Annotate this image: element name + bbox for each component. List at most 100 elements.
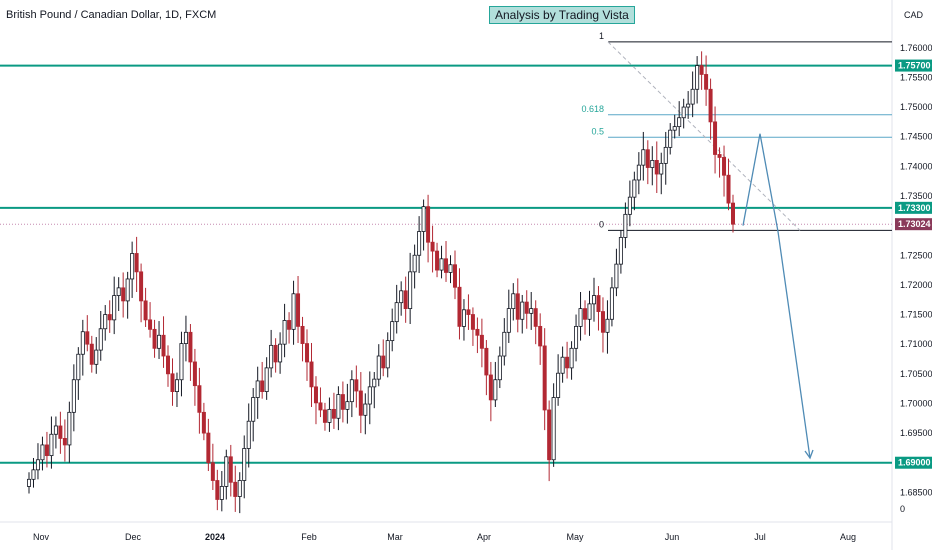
candle-body bbox=[179, 343, 184, 381]
y-tick-label: 1.72500 bbox=[900, 250, 932, 260]
candle-body bbox=[547, 409, 552, 461]
last-price-badge bbox=[895, 218, 932, 231]
candle-body bbox=[237, 480, 242, 497]
candle-body bbox=[399, 290, 404, 304]
currency-label[interactable]: CAD bbox=[904, 10, 924, 20]
candle-body bbox=[708, 88, 713, 123]
candle-body bbox=[242, 448, 247, 481]
candle-body bbox=[148, 319, 153, 330]
candle-body bbox=[533, 308, 538, 327]
candle-body bbox=[58, 425, 63, 439]
level-price-label: 1.75700 bbox=[898, 61, 931, 71]
fib-level-label: 0.618 bbox=[581, 104, 604, 114]
candle-body bbox=[103, 314, 108, 330]
level-price-badge bbox=[895, 456, 932, 469]
candle-body bbox=[264, 367, 269, 392]
candle-body bbox=[134, 253, 139, 273]
y-tick-label: 1.70000 bbox=[900, 398, 932, 408]
candle-body bbox=[322, 409, 327, 423]
candle-body bbox=[426, 206, 431, 243]
candle-body bbox=[659, 162, 664, 175]
candle-body bbox=[296, 293, 301, 327]
level-price-label: 1.73300 bbox=[898, 203, 931, 213]
x-tick-label: May bbox=[566, 532, 584, 542]
x-tick-label: Mar bbox=[387, 532, 403, 542]
candle-body bbox=[569, 347, 574, 369]
candle-body bbox=[44, 444, 49, 457]
candle-body bbox=[686, 103, 691, 108]
y-tick-label: 1.74000 bbox=[900, 161, 932, 171]
candle-body bbox=[690, 88, 695, 105]
candle-body bbox=[62, 438, 67, 446]
candle-body bbox=[116, 287, 121, 296]
candle-body bbox=[560, 356, 565, 374]
candle-body bbox=[121, 287, 126, 302]
candle-body bbox=[35, 459, 40, 471]
candle-body bbox=[726, 174, 731, 204]
candle-body bbox=[542, 345, 547, 411]
candle-body bbox=[53, 425, 58, 435]
candle-body bbox=[76, 353, 81, 381]
candle-body bbox=[699, 65, 704, 75]
candle-body bbox=[591, 295, 596, 305]
candle-body bbox=[506, 308, 511, 333]
candle-body bbox=[192, 361, 197, 387]
x-tick-label: Feb bbox=[301, 532, 317, 542]
candle-body bbox=[251, 397, 256, 422]
candle-body bbox=[421, 206, 426, 232]
candle-body bbox=[479, 334, 484, 349]
candle-body bbox=[139, 271, 144, 302]
candle-body bbox=[663, 146, 668, 164]
y-tick-label: 1.71000 bbox=[900, 339, 932, 349]
candle-body bbox=[201, 411, 206, 434]
candle-body bbox=[385, 340, 390, 369]
candle-body bbox=[166, 355, 171, 375]
candle-body bbox=[618, 237, 623, 265]
candle-body bbox=[722, 157, 727, 176]
candle-body bbox=[89, 343, 94, 365]
candle-body bbox=[349, 379, 354, 403]
candle-body bbox=[125, 278, 130, 302]
candle-body bbox=[255, 380, 260, 398]
candle-body bbox=[627, 196, 632, 215]
candle-body bbox=[390, 321, 395, 342]
last-price-label: 1.73024 bbox=[898, 219, 931, 229]
candle-body bbox=[67, 411, 72, 446]
candle-body bbox=[269, 344, 274, 369]
candle-body bbox=[98, 328, 103, 351]
candle-body bbox=[345, 401, 350, 410]
candle-body bbox=[470, 314, 475, 330]
candle-body bbox=[85, 331, 90, 345]
candle-body bbox=[605, 318, 610, 333]
candle-body bbox=[309, 361, 314, 388]
candle-body bbox=[502, 331, 507, 357]
candle-body bbox=[515, 293, 520, 320]
candle-body bbox=[556, 372, 561, 398]
candle-body bbox=[157, 334, 162, 349]
candle-body bbox=[493, 379, 498, 401]
candle-body bbox=[654, 160, 659, 175]
candle-body bbox=[31, 469, 36, 480]
candle-body bbox=[520, 301, 525, 320]
candle-body bbox=[677, 117, 682, 128]
x-tick-label: Jun bbox=[665, 532, 680, 542]
candle-body bbox=[246, 420, 251, 449]
candle-body bbox=[107, 314, 112, 321]
candle-body bbox=[188, 331, 193, 363]
candle-body bbox=[583, 308, 588, 320]
candle-body bbox=[197, 385, 202, 413]
candle-body bbox=[354, 379, 359, 392]
candle-body bbox=[435, 250, 440, 271]
candle-body bbox=[210, 462, 215, 481]
candle-body bbox=[287, 320, 292, 330]
candle-body bbox=[278, 343, 283, 363]
candle-body bbox=[636, 164, 641, 181]
candle-body bbox=[394, 302, 399, 323]
fib-trend-line bbox=[607, 41, 801, 231]
candle-body bbox=[174, 379, 179, 392]
analysis-label-box[interactable]: Analysis by Trading Vista bbox=[489, 6, 635, 24]
y-tick-label: 1.74500 bbox=[900, 132, 932, 142]
candle-body bbox=[260, 380, 265, 392]
